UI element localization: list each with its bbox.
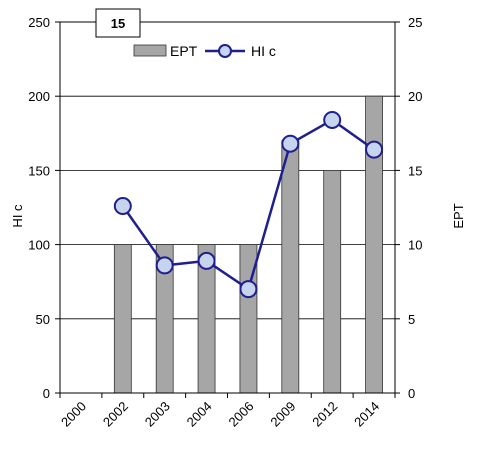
y-right-tick-label: 5 bbox=[408, 312, 415, 327]
y-right-tick-label: 20 bbox=[408, 89, 422, 104]
bar-series bbox=[113, 95, 383, 394]
x-tick-label: 2003 bbox=[142, 399, 173, 430]
y-right-tick-label: 15 bbox=[408, 163, 422, 178]
legend-swatch-ept bbox=[133, 44, 167, 57]
y-left-tick-label: 200 bbox=[28, 89, 50, 104]
point-hic-2004 bbox=[197, 251, 216, 270]
gridlines bbox=[60, 21, 395, 394]
line-series bbox=[113, 110, 384, 299]
bar-ept-2012 bbox=[323, 169, 342, 394]
panel-label-box: 15 bbox=[95, 8, 141, 38]
y-axis-right-title: EPT bbox=[451, 203, 466, 228]
x-axis-ticks: 2000 2002 2003 2004 2006 2009 2012 2014 bbox=[58, 393, 396, 430]
point-hic-2003 bbox=[155, 256, 174, 275]
y-left-tick-label: 150 bbox=[28, 163, 50, 178]
y-left-tick-label: 50 bbox=[36, 312, 50, 327]
legend-marker-hic bbox=[218, 44, 232, 58]
y-right-tick-label: 0 bbox=[408, 386, 415, 401]
point-hic-2006 bbox=[239, 280, 258, 299]
x-tick-label: 2009 bbox=[267, 399, 298, 430]
point-hic-2012 bbox=[323, 110, 342, 129]
legend-label-ept: EPT bbox=[170, 43, 198, 59]
x-tick-label: 2012 bbox=[309, 399, 340, 430]
plot-frame bbox=[59, 21, 396, 394]
point-hic-2014 bbox=[365, 140, 384, 159]
y-left-tick-label: 0 bbox=[43, 386, 50, 401]
x-tick-label: 2006 bbox=[226, 399, 257, 430]
legend: EPT HI c bbox=[133, 43, 276, 59]
panel-label: 15 bbox=[111, 16, 125, 31]
y-left-tick-label: 100 bbox=[28, 238, 50, 253]
x-tick-label: 2014 bbox=[351, 399, 382, 430]
y-axis-right-ticks: 0 5 10 15 20 25 bbox=[395, 15, 422, 401]
x-tick-label: 2000 bbox=[58, 399, 89, 430]
x-tick-label: 2002 bbox=[100, 399, 131, 430]
y-left-tick-label: 250 bbox=[28, 15, 50, 30]
legend-label-hic: HI c bbox=[251, 43, 276, 59]
y-right-tick-label: 10 bbox=[408, 238, 422, 253]
x-tick-label: 2004 bbox=[184, 399, 215, 430]
bar-ept-2009 bbox=[281, 140, 300, 394]
y-axis-left-ticks: 0 50 100 150 200 250 bbox=[28, 15, 60, 401]
point-hic-2002 bbox=[113, 197, 132, 216]
bar-ept-2002 bbox=[113, 244, 132, 394]
y-right-tick-label: 25 bbox=[408, 15, 422, 30]
y-axis-left-title: HI c bbox=[10, 204, 25, 228]
point-hic-2009 bbox=[281, 134, 300, 153]
